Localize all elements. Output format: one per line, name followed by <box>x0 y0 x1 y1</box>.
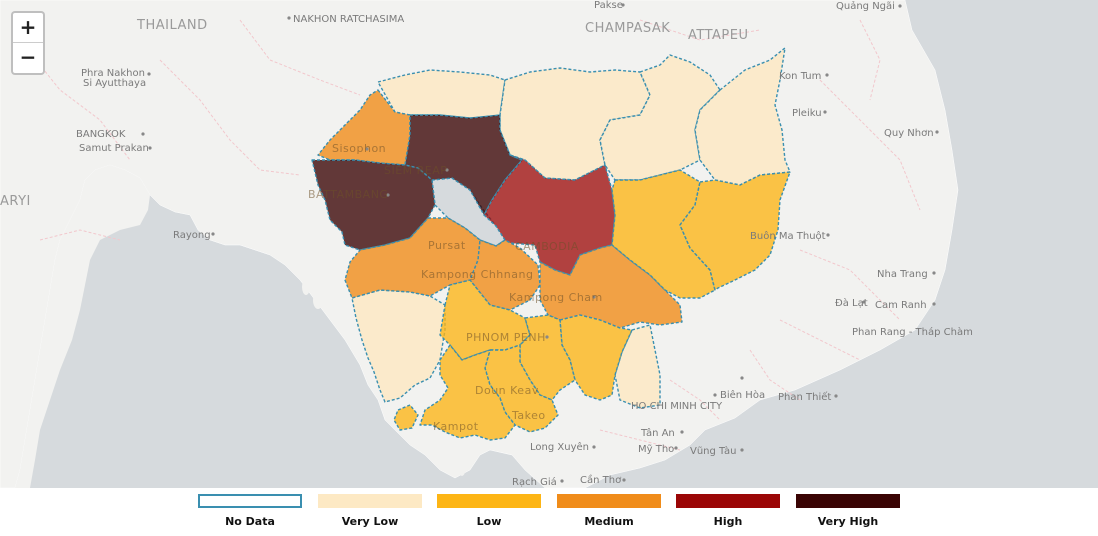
legend-label: High <box>713 515 743 528</box>
label-place: Rạch Giá <box>512 476 557 488</box>
label-place: Cần Thơ <box>580 474 622 486</box>
label-place: Kampong Chhnang <box>421 268 533 281</box>
legend-item-medium: Medium <box>555 494 663 528</box>
zoom-control: + − <box>11 11 45 75</box>
label-place: SIEM REAP <box>384 164 447 177</box>
zoom-in-button[interactable]: + <box>19 15 37 39</box>
label-place: HO CHI MINH CITY <box>631 401 723 412</box>
province-kep[interactable] <box>393 404 419 431</box>
label-place: NAKHON RATCHASIMA <box>293 14 404 25</box>
label-place: Mỹ Tho <box>638 444 674 455</box>
label-place: Long Xuyên <box>530 441 589 453</box>
island <box>313 291 323 309</box>
province-layer <box>311 47 791 441</box>
legend-swatch <box>796 494 900 508</box>
land-west-peninsula <box>15 165 150 488</box>
label-place: ARYI <box>0 194 31 209</box>
label-attapeu: ATTAPEU <box>688 28 749 43</box>
label-place: Nha Trang <box>877 269 928 280</box>
legend-label: Very High <box>817 515 879 528</box>
legend: No Data Very Low Low Medium High Very Hi… <box>196 494 906 534</box>
label-place: Phra Nakhon <box>81 68 145 79</box>
label-place: Pursat <box>428 239 466 252</box>
zoom-out-button[interactable]: − <box>13 42 43 72</box>
legend-label: Low <box>476 515 502 528</box>
label-place: Cam Ranh <box>875 300 927 311</box>
label-place: Pakse <box>594 0 623 11</box>
label-place: Quảng Ngãi <box>836 0 895 12</box>
tonle-sap-lake <box>431 177 506 247</box>
legend-swatch <box>557 494 661 508</box>
province-battambang[interactable] <box>311 159 436 251</box>
label-place: Sisophon <box>332 142 386 155</box>
legend-item-high: High <box>674 494 782 528</box>
label-place: Buôn Ma Thuột <box>750 230 826 242</box>
label-place: Pleiku <box>792 108 822 119</box>
label-place: Kampong Cham <box>509 291 603 304</box>
legend-item-very-high: Very High <box>794 494 902 528</box>
label-place: BANGKOK <box>76 129 126 140</box>
legend-item-low: Low <box>435 494 543 528</box>
province-ratanakiri[interactable] <box>694 47 791 186</box>
province-mondulkiri[interactable] <box>679 171 791 291</box>
legend-swatch <box>198 494 302 508</box>
label-place: PHNOM PENH <box>466 331 546 344</box>
label-place: Kampot <box>433 420 479 433</box>
legend-item-no-data: No Data <box>196 494 304 528</box>
label-place: Si Ayutthaya <box>83 78 146 89</box>
label-place: Phan Rang - Tháp Chàm <box>852 326 973 338</box>
island-phu-quoc <box>456 428 468 476</box>
label-champasak: CHAMPASAK <box>585 21 670 36</box>
label-place: Takeo <box>511 409 546 422</box>
label-place: Kon Tum <box>779 71 821 82</box>
label-place: Quy Nhơn <box>884 128 934 139</box>
label-place: Vũng Tàu <box>690 445 736 457</box>
province-oddar-meanchey[interactable] <box>377 69 506 119</box>
island <box>302 279 310 295</box>
label-place: Đà Lạt <box>835 297 868 309</box>
province-kratie[interactable] <box>611 169 716 299</box>
map-container[interactable]: THAILAND CHAMPASAK ATTAPEU CAMBODIA NAKH… <box>0 0 1098 488</box>
label-place: BATTAMBANG <box>308 188 388 201</box>
basemap: THAILAND CHAMPASAK ATTAPEU CAMBODIA NAKH… <box>0 0 973 488</box>
label-place: Tân An <box>640 427 675 439</box>
legend-label: Very Low <box>341 515 399 528</box>
legend-item-very-low: Very Low <box>316 494 424 528</box>
label-place: Doun Keav <box>475 384 539 397</box>
label-cambodia: CAMBODIA <box>515 240 579 253</box>
province-svay-rieng[interactable] <box>614 324 661 409</box>
city-dots <box>141 3 939 483</box>
label-place: Phan Thiết <box>778 391 831 403</box>
label-place: Samut Prakan <box>79 143 149 154</box>
legend-swatch <box>437 494 541 508</box>
label-place: Rayong <box>173 230 211 241</box>
legend-label: Medium <box>584 515 634 528</box>
province-pursat[interactable] <box>344 217 481 299</box>
label-place: Biên Hòa <box>720 389 765 401</box>
legend-label: No Data <box>225 515 275 528</box>
legend-swatch <box>676 494 780 508</box>
label-thailand: THAILAND <box>136 18 208 33</box>
legend-swatch <box>318 494 422 508</box>
province-kampot[interactable] <box>419 344 516 441</box>
